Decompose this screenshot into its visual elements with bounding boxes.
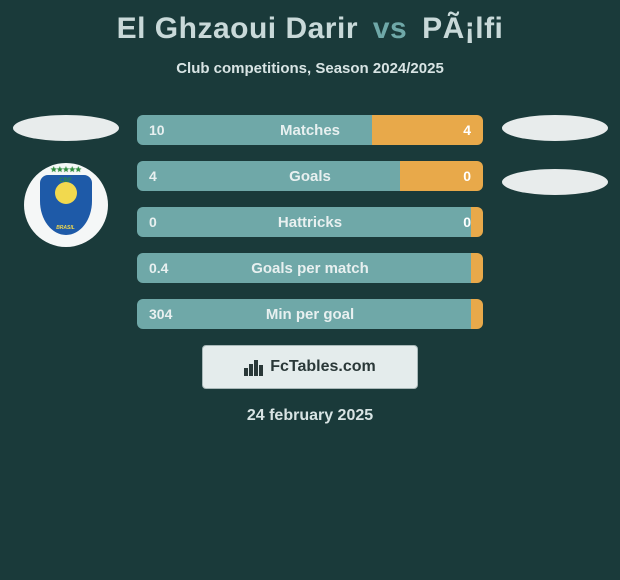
player2-name: PÃ¡lfi bbox=[422, 12, 503, 45]
stat-left-value: 10 bbox=[137, 115, 372, 145]
stat-right-value bbox=[471, 299, 483, 329]
date-label: 24 february 2025 bbox=[0, 407, 620, 425]
player1-club-crest: ★★★★★ CBF BRASIL bbox=[24, 163, 108, 247]
player2-club-placeholder bbox=[502, 169, 608, 195]
stat-row: 304Min per goal bbox=[137, 299, 483, 329]
crest-stars-icon: ★★★★★ bbox=[50, 165, 81, 174]
crest-bottom-text: BRASIL bbox=[40, 225, 92, 231]
fctables-bars-icon bbox=[244, 358, 266, 376]
stat-left-value: 0.4 bbox=[137, 253, 471, 283]
player1-name: El Ghzaoui Darir bbox=[117, 12, 358, 45]
player1-flag-placeholder bbox=[13, 115, 119, 141]
stat-row: 00Hattricks bbox=[137, 207, 483, 237]
left-column: ★★★★★ CBF BRASIL bbox=[8, 115, 123, 247]
stat-row: 104Matches bbox=[137, 115, 483, 145]
crest-globe-icon bbox=[55, 182, 77, 204]
stat-right-value: 0 bbox=[400, 161, 483, 191]
content-area: ★★★★★ CBF BRASIL 104Matches 40Goals 00Hatt… bbox=[0, 115, 620, 425]
comparison-title: El Ghzaoui Darir vs PÃ¡lfi bbox=[0, 0, 620, 46]
crest-shield-icon: ★★★★★ CBF BRASIL bbox=[40, 175, 92, 235]
player2-flag-placeholder bbox=[502, 115, 608, 141]
stat-right-value bbox=[471, 253, 483, 283]
stat-left-value: 0 bbox=[137, 207, 471, 237]
subtitle: Club competitions, Season 2024/2025 bbox=[0, 60, 620, 77]
stat-right-value: 0 bbox=[471, 207, 483, 237]
right-column bbox=[497, 115, 612, 195]
fctables-logo[interactable]: FcTables.com bbox=[202, 345, 418, 389]
fctables-text: FcTables.com bbox=[270, 358, 376, 376]
stat-bars-container: 104Matches 40Goals 00Hattricks 0.4Goals per… bbox=[137, 115, 483, 329]
stat-left-value: 4 bbox=[137, 161, 400, 191]
stat-left-value: 304 bbox=[137, 299, 471, 329]
stat-right-value: 4 bbox=[372, 115, 483, 145]
stat-row: 40Goals bbox=[137, 161, 483, 191]
vs-label: vs bbox=[373, 12, 407, 45]
stat-row: 0.4Goals per match bbox=[137, 253, 483, 283]
